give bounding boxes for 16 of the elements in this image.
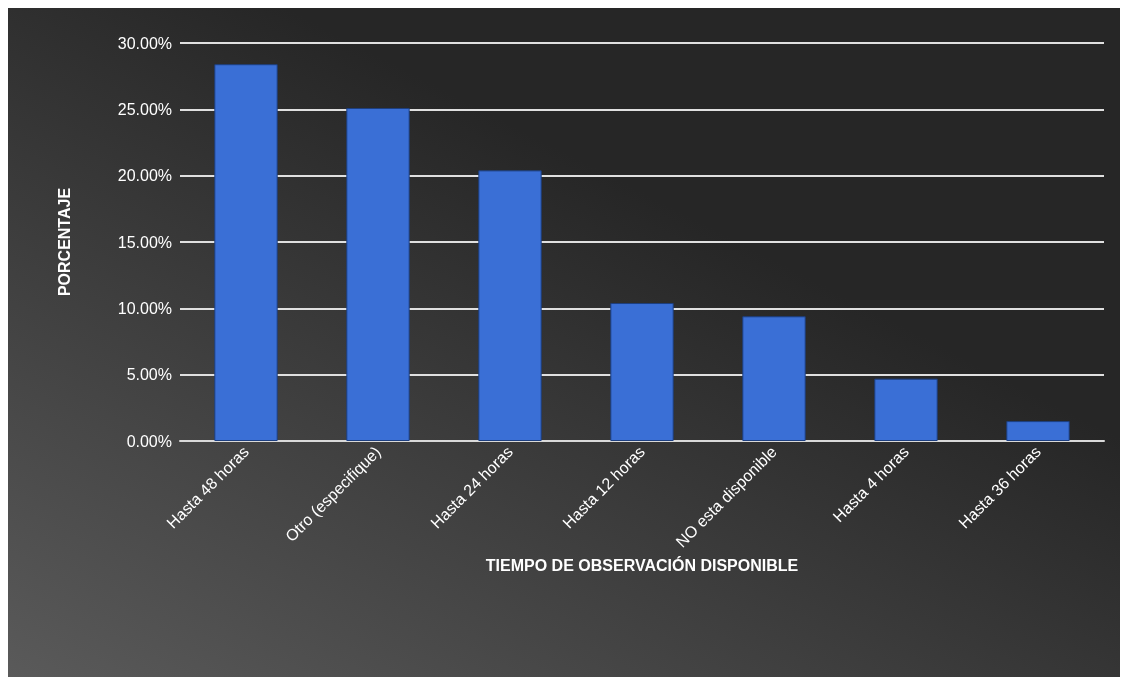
- y-tick-label: 0.00%: [126, 432, 172, 450]
- y-tick-label: 15.00%: [117, 233, 172, 251]
- bar: [742, 316, 806, 441]
- x-axis-title: TIEMPO DE OBSERVACIÓN DISPONIBLE: [485, 555, 799, 574]
- bar: [478, 170, 542, 441]
- bar: [610, 303, 674, 441]
- bar: [1006, 421, 1070, 441]
- bar: [346, 108, 410, 441]
- y-tick-label: 25.00%: [117, 100, 172, 118]
- y-tick-label: 5.00%: [126, 366, 172, 384]
- y-tick-label: 30.00%: [117, 34, 172, 52]
- y-tick-label: 10.00%: [117, 299, 172, 317]
- y-axis-title: PORCENTAJE: [55, 187, 73, 297]
- bar: [214, 64, 278, 441]
- y-tick-label: 20.00%: [117, 167, 172, 185]
- bar: [874, 378, 938, 441]
